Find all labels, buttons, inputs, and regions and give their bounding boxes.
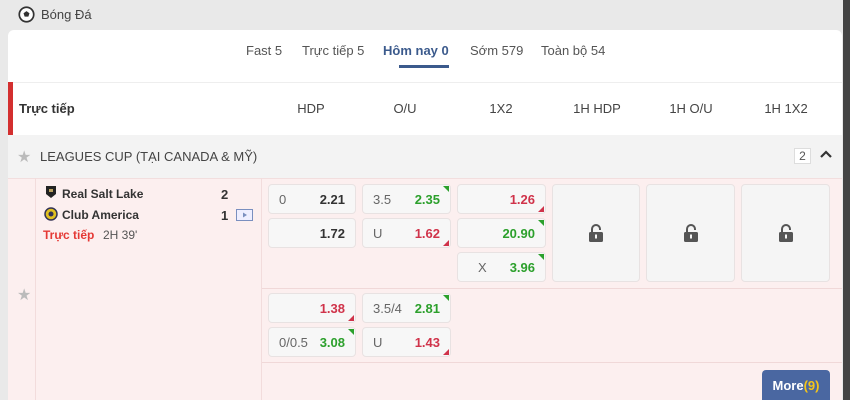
odds-value: 1.43 [414, 335, 440, 350]
league-name: LEAGUES CUP (TẠI CANADA & MỸ) [40, 149, 258, 164]
home-team: Real Salt Lake [62, 187, 144, 201]
odds-value: 2.35 [414, 192, 440, 207]
odds-hdp-home[interactable]: 0 2.21 [268, 184, 356, 214]
away-score: 1 [221, 208, 229, 223]
tab-live[interactable]: Trực tiếp 5 [302, 43, 365, 58]
soccer-ball-icon [18, 6, 35, 23]
odds-1x2-home[interactable]: 1.26 [457, 184, 546, 214]
team-logo-real-salt-lake [46, 186, 56, 198]
odds-value: 2.81 [414, 301, 440, 316]
odds-value: 1.26 [509, 192, 535, 207]
active-tab-indicator [399, 65, 449, 68]
odds-line: U [373, 226, 383, 241]
locked-1h-hdp [552, 184, 640, 282]
tab-fast[interactable]: Fast 5 [246, 43, 283, 58]
chevron-up-icon[interactable] [819, 149, 833, 159]
team-column [36, 178, 262, 400]
star-column [8, 178, 36, 400]
odds-value: 1.38 [319, 301, 345, 316]
odds-value: 2.21 [319, 192, 345, 207]
odds-line: U [373, 335, 383, 350]
odds-value: 20.90 [502, 226, 535, 241]
section-title: Trực tiếp [19, 101, 75, 116]
lock-icon [683, 224, 698, 242]
home-score: 2 [221, 187, 229, 202]
more-count: (9) [803, 377, 820, 393]
column-header [8, 82, 842, 135]
live-stream-icon[interactable] [236, 209, 253, 221]
more-markets-button[interactable]: More (9) [762, 370, 830, 400]
lock-icon [778, 224, 793, 242]
odds-alt-under[interactable]: U 1.43 [362, 327, 451, 357]
odds-under[interactable]: U 1.62 [362, 218, 451, 248]
lock-icon [589, 224, 603, 242]
odds-1x2-away[interactable]: 20.90 [457, 218, 546, 248]
odds-alt-over[interactable]: 3.5/4 2.81 [362, 293, 451, 323]
match-count-badge: 2 [794, 148, 811, 164]
more-label: More [772, 377, 804, 393]
odds-hdp-away[interactable]: 1.72 [268, 218, 356, 248]
tab-early[interactable]: Sớm 579 [470, 43, 524, 58]
odds-alt-hdp-away[interactable]: 0/0.5 3.08 [268, 327, 356, 357]
odds-over[interactable]: 3.5 2.35 [362, 184, 451, 214]
odds-line: X [478, 260, 487, 275]
divider [262, 288, 842, 289]
odds-line: 3.5/4 [373, 301, 402, 316]
sport-title: Bóng Đá [41, 7, 92, 22]
league-row[interactable] [8, 135, 842, 178]
odds-1x2-draw[interactable]: X 3.96 [457, 252, 546, 282]
favorite-star-icon[interactable]: ★ [17, 287, 32, 304]
col-1h-1x2: 1H 1X2 [764, 101, 808, 116]
col-1x2: 1X2 [489, 101, 513, 116]
odds-line: 3.5 [373, 192, 392, 207]
live-indicator-bar [8, 82, 13, 135]
live-status: Trực tiếp [43, 228, 95, 242]
odds-line: 0/0.5 [279, 335, 308, 350]
col-hdp: HDP [297, 101, 325, 116]
tab-today[interactable]: Hôm nay 0 [383, 43, 449, 58]
locked-1h-ou [646, 184, 735, 282]
odds-value: 3.08 [319, 335, 345, 350]
col-ou: O/U [393, 101, 417, 116]
tab-all[interactable]: Toàn bộ 54 [541, 43, 606, 58]
away-team: Club America [62, 208, 139, 222]
locked-1h-1x2 [741, 184, 830, 282]
odds-line: 0 [279, 192, 287, 207]
col-1h-hdp: 1H HDP [573, 101, 621, 116]
sport-bar: Bóng Đá [0, 0, 850, 30]
match-time: 2H 39' [103, 228, 138, 242]
divider [262, 362, 842, 363]
odds-alt-hdp-home[interactable]: 1.38 [268, 293, 356, 323]
window-edge [843, 0, 850, 400]
odds-value: 3.96 [509, 260, 535, 275]
team-logo-club-america [44, 207, 58, 221]
odds-value: 1.72 [319, 226, 345, 241]
star-icon[interactable]: ★ [17, 149, 32, 166]
col-1h-ou: 1H O/U [669, 101, 713, 116]
odds-value: 1.62 [414, 226, 440, 241]
